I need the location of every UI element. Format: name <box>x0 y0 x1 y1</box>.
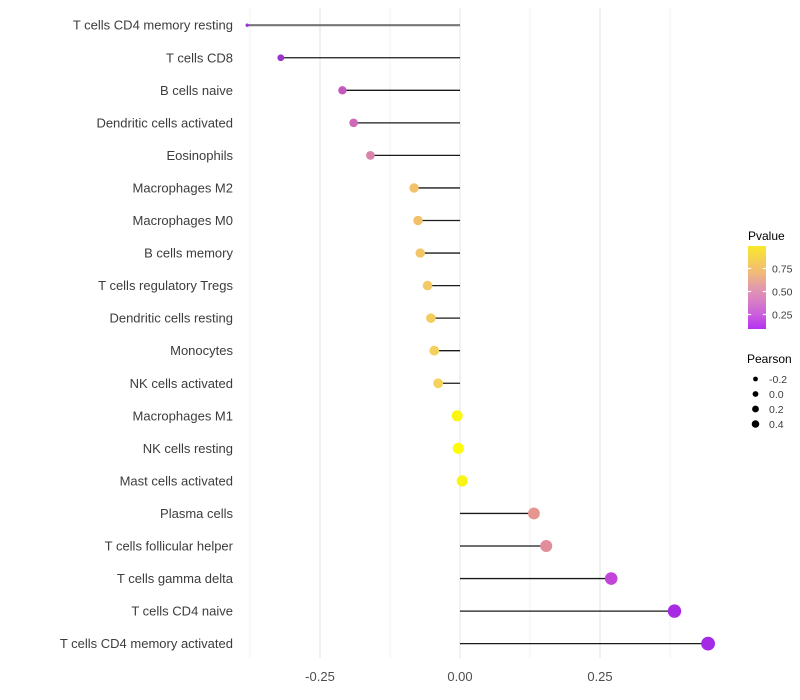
lollipop-dot <box>409 183 419 193</box>
lollipop-dot <box>451 410 463 422</box>
lollipop-row <box>413 215 460 226</box>
pearson-legend-dot <box>752 391 759 397</box>
lollipop-row <box>460 572 618 585</box>
lollipop-dot <box>452 442 464 454</box>
lollipop-dot <box>366 151 375 160</box>
lollipop-row <box>422 280 460 291</box>
lollipop-row <box>277 54 460 62</box>
pearson-legend: Pearson -0.2 0.0 0.2 0.4 <box>747 352 792 431</box>
lollipop-row <box>460 507 540 520</box>
lollipop-dot <box>349 118 358 128</box>
lollipop-row <box>460 540 553 552</box>
pvalue-legend-title: Pvalue <box>748 229 785 243</box>
lollipop-dot <box>338 86 347 95</box>
x-axis-tick-labels: -0.25 0.00 0.25 <box>305 669 612 684</box>
lollipop-row <box>349 118 460 128</box>
y-axis-label: Macrophages M1 <box>133 408 233 423</box>
y-axis-label: T cells regulatory Tregs <box>98 278 233 293</box>
lollipop-row <box>415 248 460 258</box>
lollipop-dot <box>422 280 433 291</box>
y-axis-label: T cells follicular helper <box>105 539 234 554</box>
pvalue-legend: Pvalue 0.75 0.50 0.25 <box>748 229 793 329</box>
lollipop-rows <box>245 23 715 651</box>
pearson-legend-title: Pearson <box>747 352 792 366</box>
gridlines <box>249 8 671 658</box>
pearson-legend-dot <box>752 405 759 413</box>
x-axis-tick-label: 0.25 <box>587 669 612 684</box>
y-axis-label: Macrophages M0 <box>133 213 233 228</box>
lollipop-row <box>338 86 460 95</box>
y-axis-label: Monocytes <box>170 343 233 358</box>
lollipop-dot <box>456 475 468 487</box>
x-axis-tick-label: -0.25 <box>305 669 335 684</box>
lollipop-row <box>433 378 460 389</box>
lollipop-row <box>409 183 460 193</box>
pearson-legend-dot <box>751 420 760 428</box>
pearson-legend-label: 0.4 <box>769 419 784 431</box>
lollipop-row <box>452 442 464 454</box>
pvalue-colorbar <box>748 246 766 329</box>
lollipop-row <box>366 151 460 160</box>
lollipop-row <box>456 475 468 487</box>
y-axis-label: B cells memory <box>144 246 233 261</box>
pearson-legend-label: 0.2 <box>769 404 784 416</box>
pearson-legend-label: 0.0 <box>769 389 784 401</box>
lollipop-dot <box>415 248 425 258</box>
lollipop-row <box>460 636 715 651</box>
pearson-legend-label: -0.2 <box>769 374 787 386</box>
y-axis-label: Dendritic cells resting <box>109 311 233 326</box>
lollipop-dot <box>245 23 249 27</box>
y-axis-label: Eosinophils <box>167 148 234 163</box>
lollipop-dot <box>604 572 618 585</box>
lollipop-row <box>460 604 682 618</box>
y-axis-label: T cells CD4 memory activated <box>60 636 233 651</box>
pvalue-tick-label: 0.25 <box>772 309 793 321</box>
y-axis-label: Mast cells activated <box>120 473 233 488</box>
lollipop-dot <box>413 215 423 226</box>
y-axis-label: T cells CD8 <box>166 50 233 65</box>
pearson-legend-dot <box>753 376 758 382</box>
lollipop-dot <box>540 540 553 552</box>
x-axis-tick-label: 0.00 <box>447 669 472 684</box>
pvalue-tick-label: 0.75 <box>772 263 793 275</box>
lollipop-dot <box>426 313 436 323</box>
lollipop-row <box>429 345 460 356</box>
pvalue-tick-label: 0.50 <box>772 286 793 298</box>
y-axis-label: NK cells activated <box>130 376 233 391</box>
y-axis-labels: T cells CD4 memory resting T cells CD8 B c… <box>60 18 234 651</box>
y-axis-label: Dendritic cells activated <box>96 115 233 130</box>
lollipop-dot <box>277 54 285 62</box>
y-axis-label: T cells CD4 naive <box>131 604 233 619</box>
y-axis-label: NK cells resting <box>143 441 233 456</box>
y-axis-label: T cells CD4 memory resting <box>73 18 233 33</box>
lollipop-dot <box>701 636 715 651</box>
lollipop-dot <box>429 345 440 356</box>
lollipop-dot <box>528 507 540 520</box>
lollipop-dot <box>667 604 682 618</box>
lollipop-row <box>426 313 460 323</box>
y-axis-label: Plasma cells <box>160 506 233 521</box>
y-axis-label: Macrophages M2 <box>133 180 233 195</box>
y-axis-label: T cells gamma delta <box>117 571 234 586</box>
lollipop-dot <box>433 378 444 389</box>
y-axis-label: B cells naive <box>160 83 233 98</box>
lollipop-row <box>245 23 460 27</box>
lollipop-row <box>451 410 463 422</box>
